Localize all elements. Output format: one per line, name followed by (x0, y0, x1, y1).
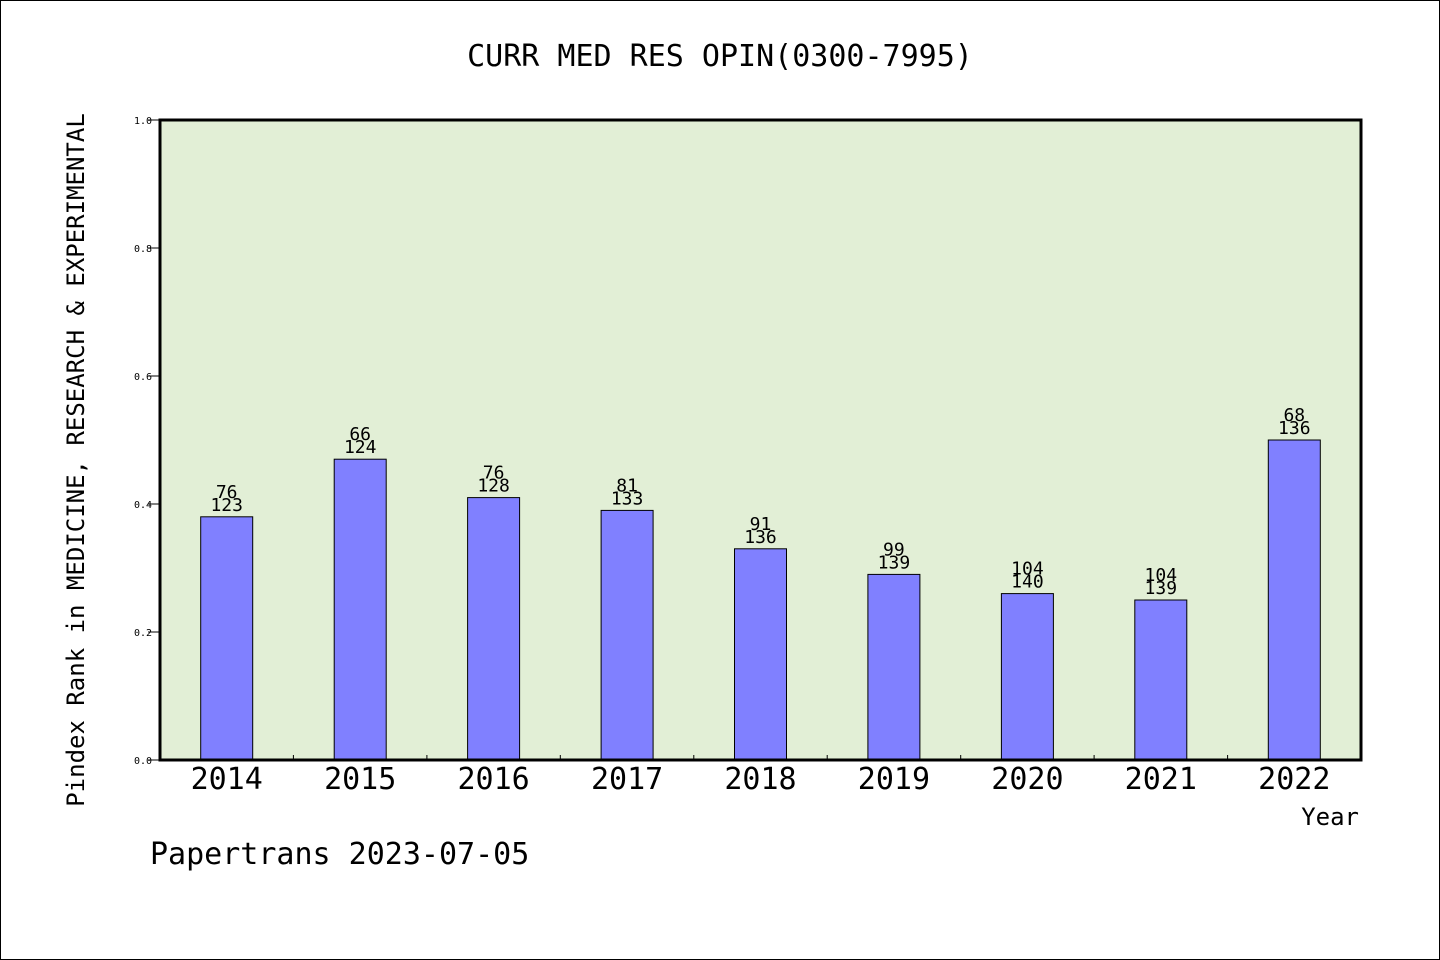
y-tick-label: 0.8 (134, 244, 152, 255)
rank-label-2014: 76 (216, 482, 238, 503)
total-label-2017: 133 (611, 488, 644, 509)
bar-2021 (1134, 599, 1188, 761)
x-tick-label-2021: 2021 (1125, 762, 1197, 797)
bar-2015 (333, 458, 387, 761)
rank-label-2017: 81 (616, 475, 638, 496)
total-label-2018: 136 (744, 527, 777, 548)
y-tick-label: 0.0 (134, 756, 152, 767)
bar-2014 (200, 516, 254, 761)
rank-label-2020: 104 (1011, 559, 1044, 580)
x-tick-label-2014: 2014 (191, 762, 263, 797)
rank-label-2019: 99 (883, 539, 905, 560)
y-tick-label: 0.4 (134, 500, 152, 511)
x-tick-label-2016: 2016 (457, 762, 529, 797)
total-label-2020: 140 (1011, 572, 1044, 593)
chart-title: CURR MED RES OPIN(0300-7995) (467, 39, 973, 74)
x-tick-label-2017: 2017 (591, 762, 663, 797)
x-tick-label-2015: 2015 (324, 762, 396, 797)
rank-label-2016: 76 (483, 463, 505, 484)
bar-2022 (1267, 439, 1321, 761)
bar-2016 (467, 497, 521, 761)
bar-2018 (734, 548, 787, 761)
x-tick-label-2018: 2018 (724, 762, 796, 797)
bar-2019 (867, 573, 921, 761)
plot-border (158, 118, 1363, 762)
rank-label-2021: 104 (1145, 565, 1178, 586)
bars-group (200, 439, 1321, 761)
rank-label-2015: 66 (349, 424, 371, 445)
total-label-2022: 136 (1278, 418, 1311, 439)
footer-credit: Papertrans 2023-07-05 (150, 837, 529, 872)
x-axis-label: Year (1301, 803, 1359, 831)
total-label-2015: 124 (344, 437, 377, 458)
total-label-2021: 139 (1145, 578, 1178, 599)
total-label-2014: 123 (210, 495, 243, 516)
y-tick-label: 0.2 (134, 628, 152, 639)
bar-2020 (1000, 593, 1054, 761)
x-axis-ticks: 2014 2015 2016 2017 2018 2019 2020 2021 2022 (191, 755, 1330, 797)
y-axis-ticks: 0.0 0.2 0.4 0.6 0.8 1.0 (134, 116, 160, 767)
y-axis-label: Pindex Rank in MEDICINE, RESEARCH & EXPE… (62, 113, 90, 807)
rank-label-2018: 91 (750, 514, 772, 535)
rank-label-2022: 68 (1283, 405, 1305, 426)
x-tick-label-2019: 2019 (858, 762, 930, 797)
total-label-2016: 128 (477, 476, 510, 497)
x-tick-label-2022: 2022 (1258, 762, 1330, 797)
y-tick-label: 0.6 (134, 372, 152, 383)
total-label-2019: 139 (878, 552, 911, 573)
x-tick-label-2020: 2020 (991, 762, 1063, 797)
bar-2017 (600, 509, 654, 761)
y-tick-label: 1.0 (134, 116, 152, 127)
